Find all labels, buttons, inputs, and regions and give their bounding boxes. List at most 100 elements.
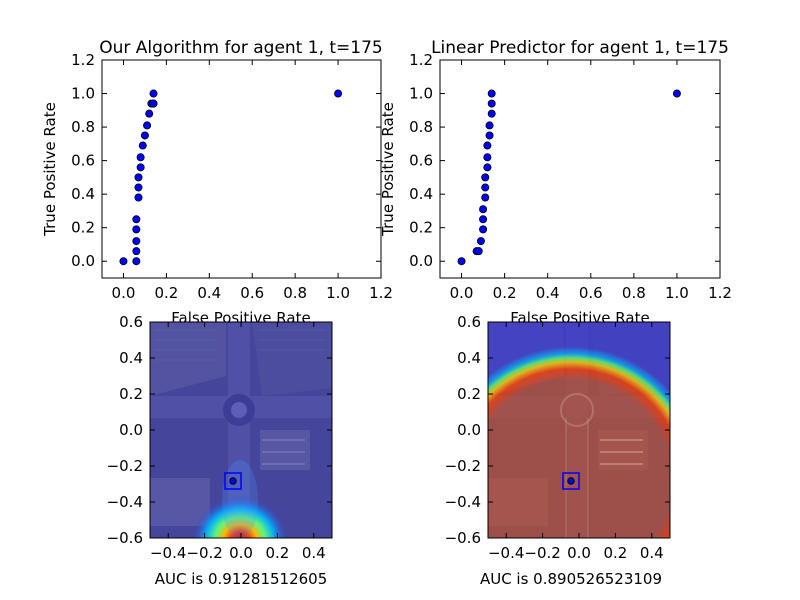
x-tick-label: −0.4	[150, 544, 186, 562]
roc-point	[149, 89, 158, 98]
roc-point	[334, 89, 343, 98]
axis-ticks: 0.0 0.2 0.4 0.6 0.8 1.0 1.2 0.0 0.2 0.4 0.6 0.8 1.0 1…	[71, 51, 393, 302]
roc-point	[485, 131, 494, 140]
y-tick-label: 0.6	[409, 152, 433, 170]
x-tick-label: 1.2	[369, 284, 393, 302]
roc-point	[134, 183, 143, 192]
x-tick-label: 1.2	[708, 284, 732, 302]
axis-ticks: −0.4 −0.2 0.0 0.2 0.4−0.6−0.4−0.20.00.20.40.…	[445, 313, 670, 562]
y-tick-label: 0.6	[457, 313, 481, 331]
y-tick-label: 0.0	[409, 252, 433, 270]
axis-ticks: −0.4 −0.2 0.0 0.2 0.4−0.6−0.4−0.20.00.20.40.…	[107, 313, 332, 562]
aerial-map-image	[150, 322, 332, 538]
heatmap-overlay	[488, 322, 670, 538]
roc-point	[132, 237, 141, 246]
y-tick-label: 0.4	[409, 185, 433, 203]
roc-point	[476, 237, 485, 246]
roc-point	[149, 99, 158, 108]
y-tick-label: −0.6	[445, 529, 481, 547]
auc-label: AUC is 0.91281512605	[155, 570, 328, 588]
roc-point	[483, 163, 492, 172]
roc-point	[672, 89, 681, 98]
y-tick-label: 1.2	[409, 51, 433, 69]
y-tick-label: −0.4	[445, 493, 481, 511]
y-tick-label: 0.0	[71, 252, 95, 270]
x-tick-label: −0.2	[186, 544, 222, 562]
x-tick-label: 0.0	[567, 544, 591, 562]
y-tick-label: −0.6	[107, 529, 143, 547]
heatmap-our-algorithm: −0.4 −0.2 0.0 0.2 0.4−0.6−0.4−0.20.00.20.40.…	[107, 313, 333, 588]
agent-marker	[567, 477, 575, 485]
roc-point	[481, 193, 490, 202]
y-tick-label: −0.2	[107, 457, 143, 475]
roc-point	[134, 173, 143, 182]
y-tick-label: 1.2	[71, 51, 95, 69]
roc-point	[136, 153, 145, 162]
roc-point	[119, 257, 128, 266]
y-tick-label: 0.2	[457, 385, 481, 403]
x-tick-label: 1.0	[326, 284, 350, 302]
y-tick-label: −0.4	[107, 493, 143, 511]
roc-point	[483, 141, 492, 150]
roc-chart-our-algorithm: Our Algorithm for agent 1, t=175 0.0 0.2 0…	[41, 38, 393, 327]
x-tick-label: −0.4	[488, 544, 524, 562]
roc-point	[132, 257, 141, 266]
roc-point	[487, 99, 496, 108]
roc-point	[145, 109, 154, 118]
x-tick-label: 0.2	[154, 284, 178, 302]
roc-point	[483, 153, 492, 162]
y-tick-label: 0.4	[71, 185, 95, 203]
y-tick-label: 0.4	[457, 349, 481, 367]
x-tick-label: −0.2	[524, 544, 560, 562]
roc-point	[479, 215, 488, 224]
auc-label: AUC is 0.890526523109	[480, 570, 662, 588]
roc-point	[479, 205, 488, 214]
data-points	[119, 89, 343, 266]
roc-point	[132, 247, 141, 256]
x-tick-label: 0.8	[622, 284, 646, 302]
roc-point	[474, 247, 483, 256]
y-tick-label: 0.4	[119, 349, 143, 367]
x-tick-label: 0.4	[536, 284, 560, 302]
roc-point	[487, 109, 496, 118]
roc-point	[138, 141, 147, 150]
x-tick-label: 0.4	[302, 544, 326, 562]
roc-point	[143, 121, 152, 130]
y-tick-label: 0.6	[119, 313, 143, 331]
y-tick-label: 0.2	[119, 385, 143, 403]
x-tick-label: 0.2	[493, 284, 517, 302]
roc-point	[134, 193, 143, 202]
roc-point	[485, 121, 494, 130]
y-tick-label: 0.8	[71, 118, 95, 136]
x-tick-label: 0.4	[197, 284, 221, 302]
heatmap-linear-predictor: −0.4 −0.2 0.0 0.2 0.4−0.6−0.4−0.20.00.20.40.…	[445, 313, 671, 588]
plot-area	[101, 59, 382, 279]
data-points	[457, 89, 681, 266]
y-tick-label: 0.0	[457, 421, 481, 439]
agent-box	[224, 472, 242, 490]
y-tick-label: 0.2	[71, 219, 95, 237]
y-tick-label: 1.0	[409, 85, 433, 103]
chart-title: Our Algorithm for agent 1, t=175	[99, 38, 382, 58]
x-tick-label: 0.6	[579, 284, 603, 302]
roc-point	[140, 131, 149, 140]
y-tick-label: 0.8	[409, 118, 433, 136]
probability-hotspot	[192, 496, 288, 538]
roc-point	[481, 173, 490, 182]
x-tick-label: 0.6	[240, 284, 264, 302]
x-tick-label: 0.0	[450, 284, 474, 302]
roc-point	[132, 215, 141, 224]
y-tick-label: −0.2	[445, 457, 481, 475]
agent-marker	[229, 477, 237, 485]
roc-point	[136, 163, 145, 172]
x-tick-label: 0.2	[603, 544, 627, 562]
roc-point	[479, 225, 488, 234]
chart-title: Linear Predictor for agent 1, t=175	[431, 38, 729, 58]
y-tick-label: 1.0	[71, 85, 95, 103]
roc-point	[487, 89, 496, 98]
x-tick-label: 0.0	[229, 544, 253, 562]
y-axis-label: True Positive Rate	[41, 102, 59, 237]
x-tick-label: 0.8	[283, 284, 307, 302]
roc-point	[457, 257, 466, 266]
